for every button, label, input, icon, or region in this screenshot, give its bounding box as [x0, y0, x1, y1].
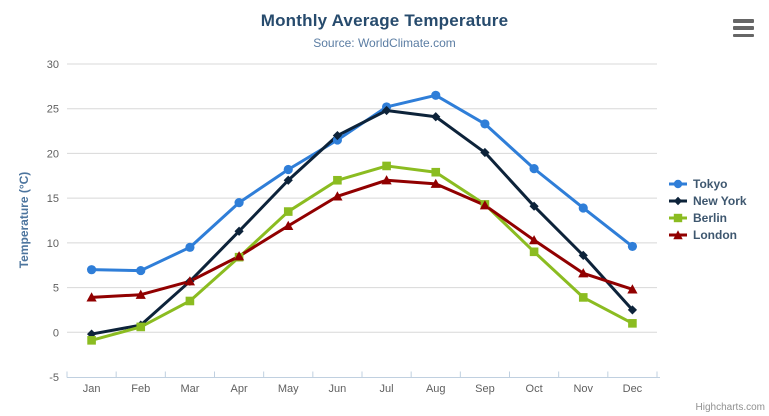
data-point-london[interactable]	[332, 191, 343, 201]
hamburger-icon	[733, 33, 754, 37]
data-point-berlin[interactable]	[185, 296, 195, 306]
data-point-tokyo[interactable]	[234, 198, 244, 208]
x-tick-label: Oct	[526, 383, 543, 395]
legend-label-berlin: Berlin	[693, 211, 728, 225]
x-tick-label: Nov	[573, 383, 593, 395]
data-point-new-york[interactable]	[627, 305, 638, 315]
legend-item-new-york[interactable]: New York	[668, 194, 747, 208]
data-point-new-york[interactable]	[578, 250, 588, 260]
legend-label-tokyo: Tokyo	[693, 177, 728, 191]
legend-item-tokyo[interactable]: Tokyo	[668, 177, 747, 191]
legend-label-london: London	[693, 228, 737, 242]
x-tick-label: Apr	[231, 383, 248, 395]
data-point-tokyo[interactable]	[136, 265, 146, 276]
legend-marker-london	[669, 230, 687, 240]
data-point-berlin[interactable]	[333, 175, 342, 185]
hamburger-icon	[733, 26, 754, 30]
data-point-berlin[interactable]	[431, 167, 441, 177]
x-tick-label: Dec	[623, 383, 643, 395]
data-point-new-york[interactable]	[234, 226, 244, 236]
data-point-london[interactable]	[430, 178, 441, 188]
x-tick-label: May	[278, 383, 299, 395]
data-point-berlin[interactable]	[382, 161, 391, 171]
export-menu-button[interactable]	[732, 17, 756, 39]
legend-item-london[interactable]: London	[668, 228, 747, 242]
data-point-london[interactable]	[479, 200, 491, 210]
data-point-tokyo[interactable]	[431, 90, 441, 100]
data-point-tokyo[interactable]	[86, 265, 97, 275]
data-point-berlin[interactable]	[529, 247, 539, 257]
x-tick-label: Jun	[329, 383, 347, 395]
data-point-new-york[interactable]	[283, 175, 293, 185]
data-point-london[interactable]	[528, 235, 540, 245]
data-point-london[interactable]	[578, 268, 589, 278]
legend-label-new-york: New York	[693, 194, 747, 208]
data-point-new-york[interactable]	[381, 105, 392, 116]
data-point-tokyo[interactable]	[578, 203, 588, 213]
data-point-tokyo[interactable]	[627, 241, 638, 252]
y-tick-label: 0	[53, 327, 59, 339]
data-point-tokyo[interactable]	[185, 242, 195, 252]
data-point-london[interactable]	[283, 220, 294, 230]
y-tick-label: 5	[53, 283, 59, 295]
data-point-london[interactable]	[135, 289, 146, 299]
data-point-london[interactable]	[233, 251, 245, 261]
data-point-berlin[interactable]	[283, 207, 293, 216]
legend-item-berlin[interactable]: Berlin	[668, 211, 747, 225]
data-point-london[interactable]	[86, 292, 97, 302]
x-tick-label: Sep	[475, 383, 495, 395]
data-point-london[interactable]	[381, 175, 392, 185]
y-tick-label: 10	[47, 238, 59, 250]
data-point-berlin[interactable]	[628, 319, 637, 328]
chart-subtitle: Source: WorldClimate.com	[313, 36, 456, 50]
y-tick-label: 25	[47, 104, 59, 116]
legend: Tokyo New York Berlin London	[668, 177, 747, 242]
hamburger-icon	[733, 19, 754, 23]
data-point-berlin[interactable]	[87, 336, 96, 345]
y-tick-label: 15	[47, 193, 59, 205]
x-tick-label: Jul	[380, 383, 394, 395]
data-point-berlin[interactable]	[136, 322, 146, 332]
data-point-berlin[interactable]	[578, 293, 588, 302]
legend-marker-new-york	[669, 196, 687, 206]
data-point-new-york[interactable]	[529, 201, 539, 211]
series-line-berlin[interactable]	[90, 164, 634, 342]
y-tick-label: 30	[47, 59, 59, 71]
data-point-london[interactable]	[627, 284, 638, 294]
data-point-tokyo[interactable]	[283, 164, 293, 175]
x-tick-label: Aug	[426, 383, 446, 395]
chart-title: Monthly Average Temperature	[260, 11, 509, 30]
y-tick-label: 20	[47, 148, 59, 160]
data-point-london[interactable]	[184, 276, 196, 286]
series-line-new-york[interactable]	[90, 109, 634, 336]
data-point-tokyo[interactable]	[480, 119, 490, 129]
data-point-new-york[interactable]	[480, 147, 490, 158]
credits-link[interactable]: Highcharts.com	[695, 402, 765, 413]
data-point-new-york[interactable]	[332, 130, 343, 141]
legend-marker-tokyo	[669, 179, 687, 189]
x-tick-label: Feb	[131, 383, 150, 395]
legend-marker-berlin	[669, 213, 687, 223]
y-tick-label: -5	[49, 372, 59, 384]
data-point-new-york[interactable]	[431, 112, 441, 122]
data-point-tokyo[interactable]	[529, 164, 539, 174]
x-tick-label: Mar	[180, 383, 199, 395]
x-tick-label: Jan	[83, 383, 101, 395]
series-line-london[interactable]	[90, 178, 634, 299]
